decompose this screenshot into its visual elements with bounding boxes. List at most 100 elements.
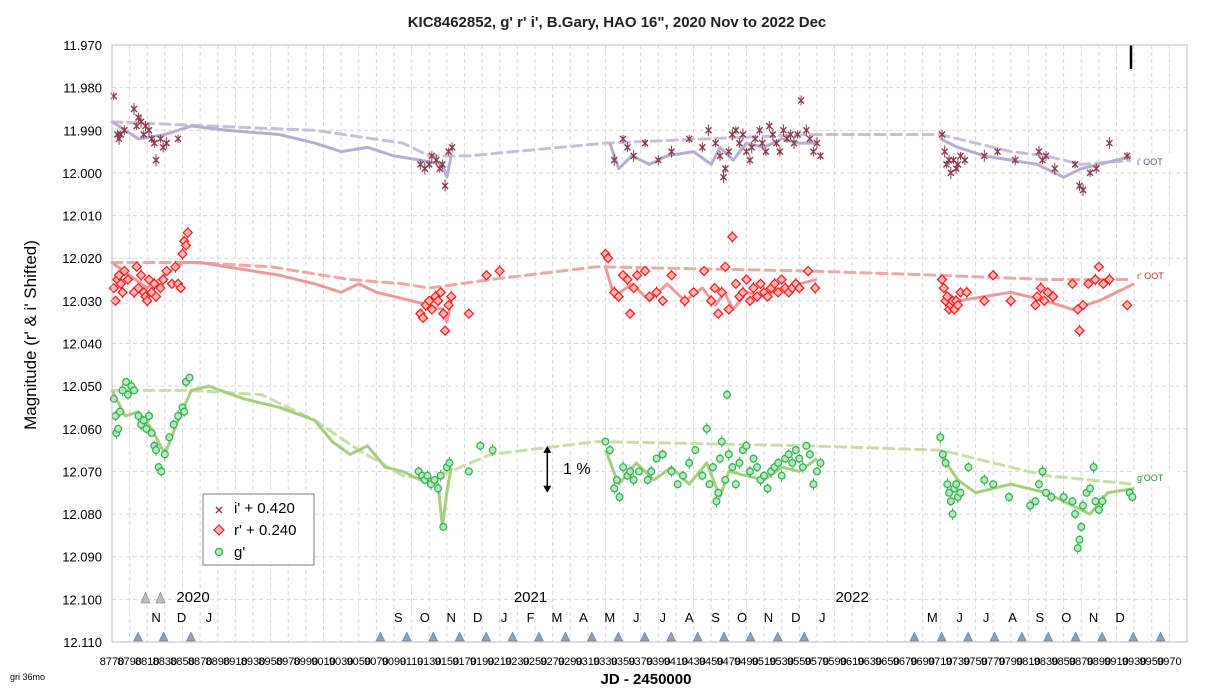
x-tick-label: 9290: [558, 656, 582, 668]
month-label: N: [1089, 610, 1098, 625]
data-point-r: [651, 286, 662, 298]
y-tick-label: 12.110: [63, 635, 102, 650]
data-point-i: [762, 148, 770, 156]
data-point-r: [987, 269, 999, 281]
month-triangle: [1043, 631, 1054, 642]
data-point-g: [791, 446, 800, 455]
data-point-r: [426, 304, 438, 315]
data-point-g: [165, 433, 174, 442]
data-point-r: [952, 299, 964, 311]
data-point-i: [769, 131, 777, 139]
data-point-r: [793, 282, 805, 294]
data-point-r: [1121, 299, 1133, 311]
oot-label-bg-r: [1131, 267, 1178, 283]
data-point-g: [964, 463, 973, 472]
month-label: A: [1008, 610, 1017, 625]
data-point-g: [980, 475, 989, 484]
data-point-g: [705, 480, 714, 489]
data-point-g: [152, 446, 161, 455]
data-point-r: [1035, 282, 1047, 294]
month-triangle: [1128, 631, 1139, 642]
data-point-i: [947, 169, 955, 177]
data-point-r: [1097, 278, 1109, 290]
x-tick-label: 9110: [400, 656, 424, 668]
month-label: N: [764, 610, 773, 625]
y-tick-labels: 11.970 11.980 11.990 12.000 12.010 12.020 12.0…: [62, 38, 102, 650]
data-point-i: [1051, 165, 1059, 173]
data-point-i: [725, 148, 733, 156]
data-point-i: [942, 160, 950, 168]
x-tick-label: 9210: [487, 656, 511, 668]
x-tick-label: 8910: [223, 656, 247, 668]
y-axis-label: Magnitude (r' & i' Shifted): [21, 240, 40, 430]
data-point-g: [698, 471, 707, 480]
data-point-i: [698, 143, 706, 151]
y-tick-label: 12.080: [62, 507, 102, 522]
data-point-i: [1079, 186, 1087, 194]
x-tick-label: 9030: [329, 656, 353, 668]
x-tick-label: 9670: [893, 656, 917, 668]
oot-label-g: g'OOT: [1137, 473, 1164, 483]
data-point-g: [123, 390, 132, 399]
x-tick-label: 9710: [928, 656, 952, 668]
data-point-r: [118, 265, 130, 277]
data-point-i: [152, 156, 160, 164]
month-label: M: [552, 610, 563, 625]
month-triangle: [1097, 631, 1107, 642]
month-label: D: [473, 610, 482, 625]
month-label: O: [737, 610, 747, 625]
data-point-g: [1042, 488, 1051, 497]
data-point-g: [724, 450, 733, 459]
data-point-r: [1077, 299, 1089, 311]
data-point-i: [961, 156, 969, 164]
data-point-r: [437, 308, 449, 319]
data-point-g: [667, 467, 676, 476]
x-tick-label: 8770: [100, 656, 124, 668]
legend: i' + 0.420 r' + 0.240 g': [202, 493, 315, 566]
data-point-i: [163, 139, 171, 147]
data-point-g: [174, 411, 183, 420]
grey-marker: [140, 591, 151, 604]
oot-line-2: [110, 388, 1136, 486]
data-point-r: [439, 325, 451, 337]
data-point-r: [723, 304, 735, 315]
data-point-g: [445, 458, 454, 467]
month-triangle: [719, 631, 729, 642]
month-triangle: [375, 631, 386, 642]
month-triangle: [799, 631, 810, 642]
month-label: D: [791, 610, 800, 625]
data-point-g: [488, 446, 497, 455]
data-point-r: [762, 291, 773, 302]
data-point-r: [157, 274, 169, 285]
data-point-g: [626, 467, 635, 476]
data-point-i: [1071, 160, 1079, 168]
month-triangle: [428, 631, 439, 642]
data-point-r: [624, 308, 636, 319]
chart-title: KIC8462852, g' r' i', B.Gary, HAO 16", 2…: [408, 14, 827, 31]
data-point-r: [622, 274, 633, 285]
data-point-r: [155, 282, 166, 294]
oot-curves: [110, 120, 1136, 486]
x-tick-label: 9530: [769, 656, 793, 668]
legend-icons: [213, 506, 225, 557]
data-point-r: [716, 286, 728, 298]
month-label: O: [1061, 610, 1071, 625]
x-tick-label: 9870: [1069, 656, 1093, 668]
data-point-i: [790, 139, 798, 147]
data-point-g: [1005, 493, 1014, 502]
data-point-i: [720, 173, 728, 181]
data-point-g: [1094, 505, 1103, 514]
data-point-g: [439, 522, 448, 531]
annotation-arrow-head-top: [543, 445, 552, 453]
data-point-r: [481, 269, 492, 281]
oot-labels: i' OOT r' OOT g'OOT: [1131, 153, 1178, 485]
data-point-g: [142, 424, 151, 433]
data-point-g: [943, 480, 952, 489]
x-tick-label: 9750: [963, 656, 987, 668]
data-point-r: [1093, 261, 1105, 273]
data-point-r: [117, 286, 128, 298]
data-point-g: [130, 386, 139, 395]
y-tick-label: 12.050: [62, 379, 102, 394]
data-point-r: [463, 308, 475, 319]
data-point-r: [936, 274, 948, 285]
